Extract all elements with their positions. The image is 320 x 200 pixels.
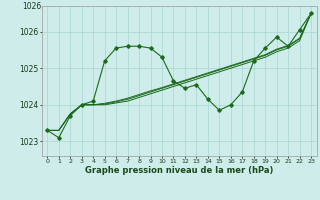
Text: 1026: 1026 [22, 2, 42, 11]
X-axis label: Graphe pression niveau de la mer (hPa): Graphe pression niveau de la mer (hPa) [85, 166, 273, 175]
